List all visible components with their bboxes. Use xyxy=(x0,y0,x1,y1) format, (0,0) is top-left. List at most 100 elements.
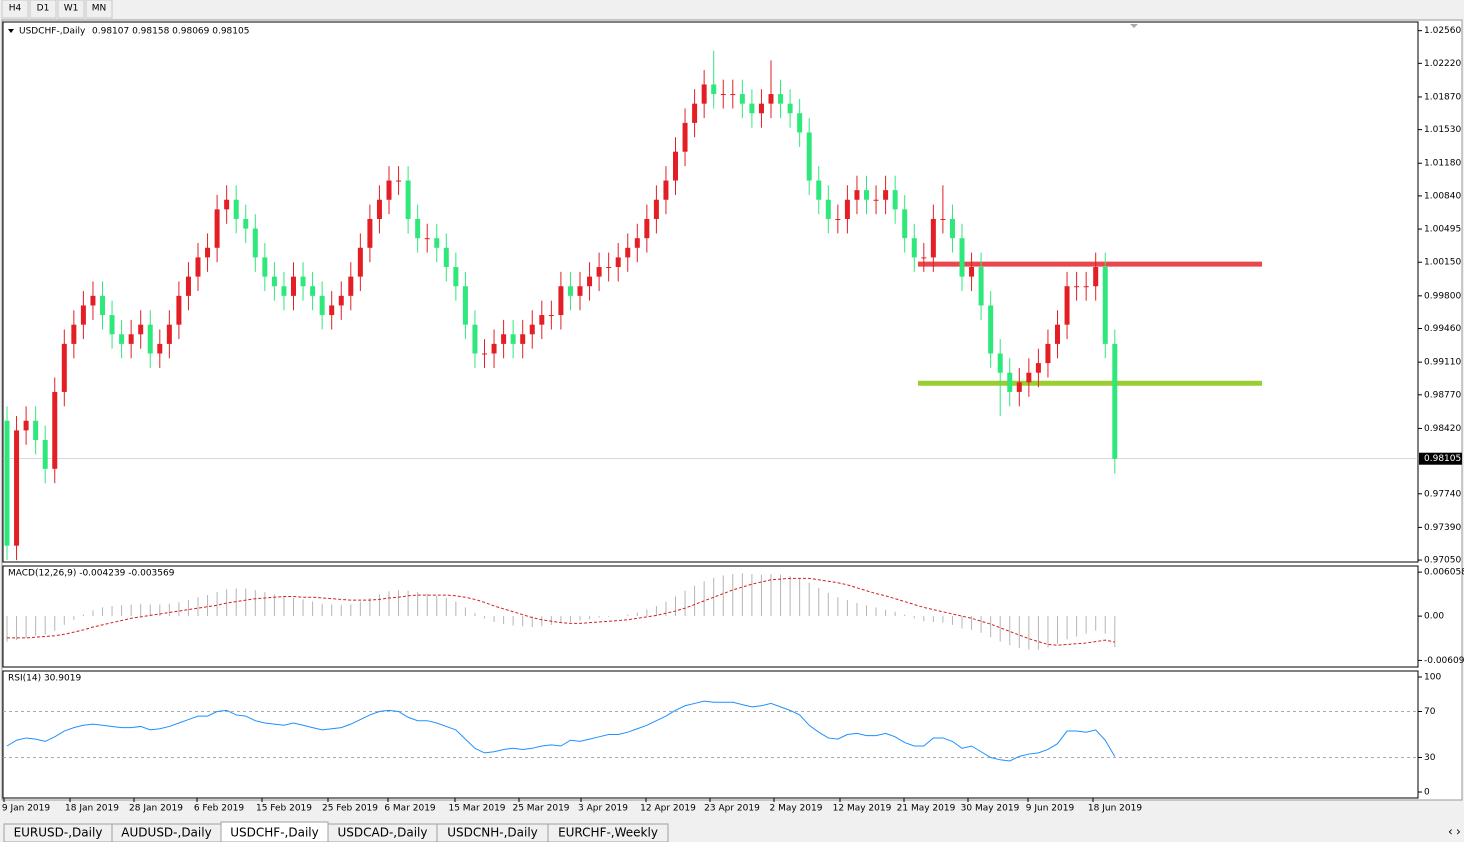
candle-body xyxy=(501,334,507,344)
y-tick-label: 1.02220 xyxy=(1424,59,1461,69)
y-tick-label: 100 xyxy=(1424,672,1441,682)
candle-body xyxy=(1007,372,1013,392)
candle-body xyxy=(329,305,335,316)
timeframe-button[interactable] xyxy=(29,0,57,19)
scroll-left[interactable]: ‹ xyxy=(1448,825,1453,839)
candle-body xyxy=(558,286,564,316)
candle-body xyxy=(42,439,48,469)
candle-body xyxy=(1045,343,1051,364)
candle-body xyxy=(577,286,583,296)
candle-body xyxy=(758,103,764,114)
candle-body xyxy=(701,84,707,104)
candle-body xyxy=(730,94,736,96)
symbol-tab-label[interactable]: USDCAD-,Daily xyxy=(338,826,428,840)
candle-body xyxy=(797,113,803,133)
y-tick-label: 0.97050 xyxy=(1424,556,1461,566)
candle-body xyxy=(14,430,20,546)
y-tick-label: 1.02560 xyxy=(1424,26,1461,36)
symbol-tab-label[interactable]: EURCHF-,Weekly xyxy=(558,826,658,840)
candle-body xyxy=(1074,286,1080,288)
candle-body xyxy=(310,286,316,296)
timeframe-label[interactable]: D1 xyxy=(37,4,50,14)
candle-body xyxy=(291,276,296,296)
main-panel xyxy=(2,21,1419,563)
candle-body xyxy=(825,199,831,219)
x-tick-label: 6 Feb 2019 xyxy=(194,804,245,814)
x-tick-label: 28 Jan 2019 xyxy=(129,804,183,814)
candle-body xyxy=(271,276,277,287)
rsi-panel xyxy=(2,670,1419,799)
candle-body xyxy=(453,267,459,287)
candle-body xyxy=(510,334,516,344)
macd-panel xyxy=(2,565,1419,668)
candle-body xyxy=(300,276,306,287)
candle-body xyxy=(61,343,67,392)
symbol-tab-label[interactable]: AUDUSD-,Daily xyxy=(121,826,211,840)
candle-body xyxy=(138,324,144,335)
candle-body xyxy=(634,238,640,248)
candle-body xyxy=(443,247,449,268)
candle-body xyxy=(749,103,755,114)
candle-body xyxy=(424,238,430,240)
candle-body xyxy=(548,315,554,317)
candle-body xyxy=(195,257,201,277)
candle-body xyxy=(33,420,39,440)
timeframe-button[interactable] xyxy=(1,0,29,19)
scroll-right[interactable]: › xyxy=(1456,825,1461,839)
candle-body xyxy=(90,295,96,306)
candle-body xyxy=(386,180,392,200)
symbol-tab[interactable] xyxy=(547,823,669,842)
x-tick-label: 15 Mar 2019 xyxy=(448,804,505,814)
collapse-icon xyxy=(8,29,14,33)
candle-body xyxy=(615,257,621,268)
candle-body xyxy=(100,295,105,316)
x-tick-label: 21 May 2019 xyxy=(897,804,956,814)
candle-body xyxy=(71,324,77,344)
candle-body xyxy=(606,267,612,269)
candle-body xyxy=(1064,286,1070,325)
y-tick-label: -0.006096 xyxy=(1424,656,1464,666)
y-tick-label: 70 xyxy=(1424,707,1436,717)
candle-body xyxy=(224,199,230,210)
candle-body xyxy=(940,218,946,220)
candle-body xyxy=(434,238,440,248)
x-tick-label: 9 Jan 2019 xyxy=(2,804,50,814)
x-tick-label: 6 Mar 2019 xyxy=(384,804,436,814)
candle-body xyxy=(482,353,487,355)
quote: 0.98107 0.98158 0.98069 0.98105 xyxy=(92,27,249,37)
x-tick-label: 18 Jun 2019 xyxy=(1088,804,1142,814)
toolbar xyxy=(0,0,1464,20)
timeframe-button[interactable] xyxy=(57,0,85,19)
candle-body xyxy=(673,151,678,181)
y-tick-label: 0.97390 xyxy=(1424,523,1461,533)
y-tick-label: 1.00150 xyxy=(1424,258,1461,268)
candle-body xyxy=(921,257,927,259)
candle-body xyxy=(653,199,659,219)
timeframe-label[interactable]: H4 xyxy=(9,4,22,14)
candle-body xyxy=(128,334,134,344)
candle-body xyxy=(806,132,812,181)
x-tick-label: 3 Apr 2019 xyxy=(578,804,628,814)
y-tick-label: 1.01530 xyxy=(1424,125,1461,135)
candle-body xyxy=(262,257,268,277)
candle-body xyxy=(1083,286,1089,288)
x-tick-label: 12 May 2019 xyxy=(833,804,892,814)
signal-line xyxy=(7,577,1115,646)
timeframe-label[interactable]: MN xyxy=(92,4,107,14)
symbol-tab-label[interactable]: USDCNH-,Daily xyxy=(447,826,538,840)
x-tick-label: 12 Apr 2019 xyxy=(640,804,696,814)
candle-body xyxy=(376,199,382,219)
candle-body xyxy=(816,180,822,200)
timeframe-button[interactable] xyxy=(85,0,113,19)
timeframe-label[interactable]: W1 xyxy=(64,4,79,14)
symbol-tab-label[interactable]: EURUSD-,Daily xyxy=(14,826,103,840)
candle-body xyxy=(969,267,975,277)
candle-body xyxy=(739,94,745,104)
candle-body xyxy=(864,190,869,200)
candle-body xyxy=(185,276,191,296)
symbol-tab-label[interactable]: USDCHF-,Daily xyxy=(230,826,318,840)
candle-body xyxy=(978,267,984,306)
y-tick-label: 0.99800 xyxy=(1424,291,1461,301)
candle-body xyxy=(835,218,841,220)
